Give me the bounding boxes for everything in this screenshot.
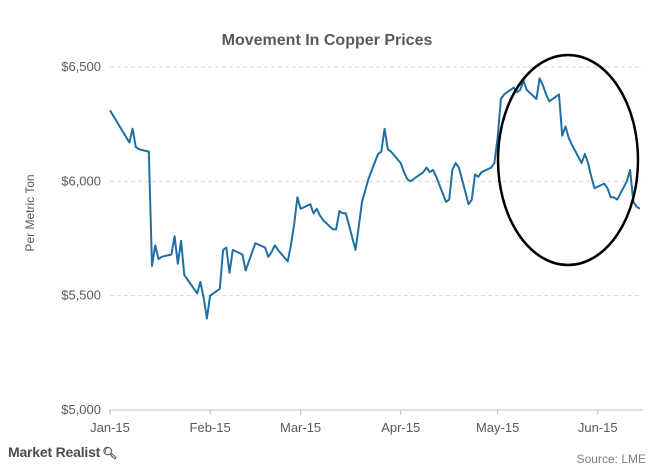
y-axis-label: Per Metric Ton	[23, 174, 37, 251]
y-axis-ticks: $5,000 $5,500 $6,000 $6,500	[61, 59, 101, 417]
gridlines	[110, 66, 643, 297]
y-tick-label: $6,000	[61, 173, 101, 188]
y-tick-label: $5,500	[61, 288, 101, 303]
series-group	[109, 77, 641, 320]
source-note: Source: LME	[576, 452, 646, 466]
x-tick-label: Jun-15	[578, 420, 618, 435]
x-tick-label: Mar-15	[280, 420, 321, 435]
brand-logo: Market Realist 🔍︎	[8, 444, 117, 460]
series-line-copper-price	[109, 77, 641, 320]
x-tick-label: May-15	[476, 420, 519, 435]
y-tick-label: $6,500	[61, 59, 101, 74]
highlight-ellipse	[496, 53, 640, 267]
x-tick-label: Jan-15	[90, 420, 130, 435]
chart-title: Movement In Copper Prices	[222, 32, 433, 49]
x-tick-label: Feb-15	[190, 420, 231, 435]
x-tick-label: Apr-15	[381, 420, 420, 435]
y-tick-label: $5,000	[61, 402, 101, 417]
magnifier-icon: 🔍︎	[102, 446, 118, 460]
brand-name: Market Realist	[8, 444, 101, 460]
x-axis-ticks: Jan-15 Feb-15 Mar-15 Apr-15 May-15 Jun-15	[90, 410, 618, 435]
